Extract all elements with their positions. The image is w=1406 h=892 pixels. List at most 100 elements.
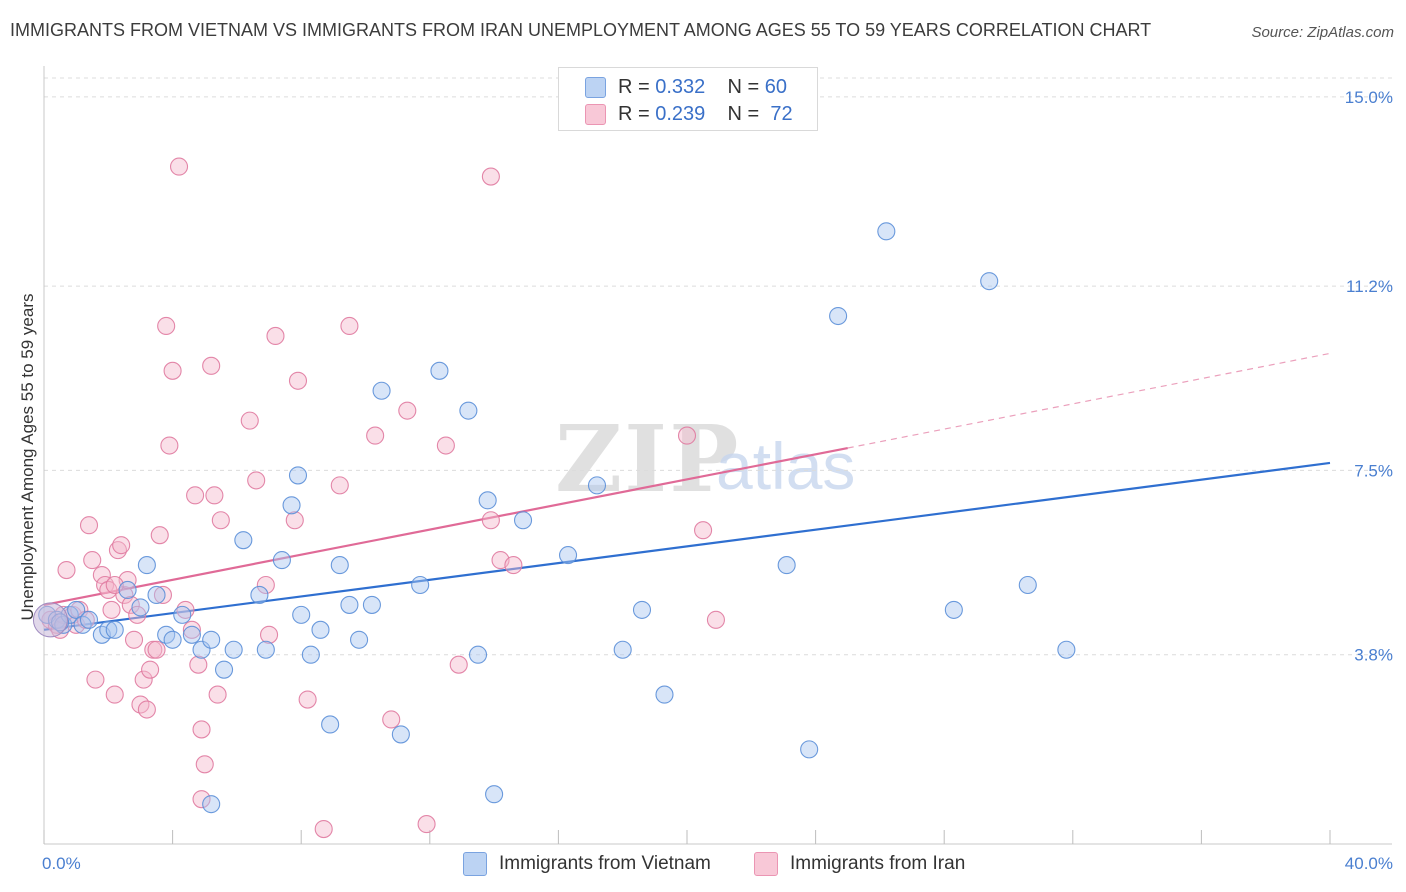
trend-lines	[43, 352, 1331, 631]
y-tick-label: 11.2%	[1346, 277, 1393, 296]
iran-point	[83, 551, 102, 570]
vietnam-point	[459, 401, 478, 420]
iran-point	[157, 316, 176, 336]
vietnam-point	[350, 630, 369, 649]
vietnam-point	[79, 610, 99, 629]
vietnam-point	[777, 556, 796, 575]
chart-title: IMMIGRANTS FROM VIETNAM VS IMMIGRANTS FR…	[10, 20, 1152, 40]
y-tick-label: 7.5%	[1354, 461, 1393, 480]
vietnam-point	[485, 785, 504, 804]
iran-point	[79, 516, 99, 535]
iran-point	[398, 401, 417, 420]
iran-point	[105, 685, 124, 704]
iran-point	[298, 690, 317, 709]
iran-point	[147, 640, 166, 659]
y-tick-label: 3.8%	[1354, 646, 1393, 665]
iran-point	[240, 411, 259, 430]
vietnam-point	[391, 725, 410, 744]
iran-point	[202, 356, 221, 375]
iran-point	[677, 426, 697, 445]
bottom-legend-iran: Immigrants from Iran	[754, 851, 965, 877]
iran-point	[150, 526, 169, 545]
vietnam-point	[163, 630, 182, 649]
iran-point	[208, 685, 227, 704]
iran-point	[169, 157, 189, 176]
bottom-legend-vietnam: Immigrants from Vietnam	[463, 851, 711, 877]
vietnam-point	[137, 556, 156, 575]
iran-point	[436, 436, 455, 455]
iran-point	[205, 486, 224, 505]
legend-r-value: 0.332	[655, 75, 706, 98]
vietnam-point	[105, 620, 124, 639]
vietnam-point	[131, 598, 150, 617]
iran-point	[160, 436, 179, 455]
vietnam-point	[202, 795, 221, 814]
vietnam-point	[655, 685, 674, 704]
vietnam-point	[877, 222, 896, 241]
vietnam-point	[67, 600, 86, 619]
legend-row-iran: R = 0.239 N = 72	[585, 101, 793, 127]
iran-point	[382, 710, 401, 729]
vietnam-point	[330, 556, 349, 575]
vietnam-point	[321, 715, 340, 734]
legend-r-label: R =	[618, 102, 650, 125]
iran-point	[176, 600, 195, 619]
iran-trend-line	[43, 446, 848, 606]
vietnam-point	[118, 580, 137, 600]
watermark-atlas: atlas	[716, 429, 856, 503]
gridlines	[44, 77, 1392, 656]
vietnam-point	[411, 575, 430, 595]
vietnam-point	[311, 620, 330, 639]
bottom-legend-swatch-iran	[754, 852, 778, 876]
iran-point	[115, 585, 134, 605]
vietnam-point	[1018, 575, 1037, 595]
vietnam-trend-line	[43, 461, 1331, 631]
vietnam-point	[613, 640, 632, 659]
iran-point	[481, 167, 500, 186]
iran-point	[706, 610, 725, 629]
vietnam-point	[256, 640, 275, 659]
iran-point	[92, 565, 111, 585]
data-points	[32, 157, 1076, 839]
vietnam-point	[1057, 640, 1076, 659]
iran-point	[211, 511, 230, 530]
vietnam-point	[234, 531, 253, 550]
axes	[43, 66, 1392, 845]
iran-point	[192, 720, 211, 739]
legend-swatch-iran	[585, 103, 606, 125]
iran-point	[57, 561, 76, 580]
iran-point	[182, 620, 201, 639]
tick-labels: 3.8% 7.5% 11.2% 15.0% 0.0% 40.0%	[42, 88, 1393, 873]
vietnam-point	[632, 600, 652, 619]
iran-point	[256, 575, 275, 595]
vietnam-point	[173, 605, 192, 624]
vietnam-point	[430, 361, 449, 380]
legend-row-vietnam: R = 0.332 N = 60	[585, 74, 787, 100]
vietnam-point	[99, 620, 118, 639]
vietnam-point	[288, 466, 308, 485]
iran-point	[102, 600, 121, 619]
vietnam-point	[214, 660, 234, 679]
legend-n-value: 72	[770, 102, 793, 125]
x-tick-label-right: 40.0%	[1345, 854, 1393, 873]
iran-point	[417, 815, 436, 834]
vietnam-point	[829, 306, 848, 326]
legend-swatch-vietnam	[585, 76, 606, 98]
iran-trend-extension	[847, 352, 1331, 449]
vietnam-point	[340, 595, 359, 614]
iran-point	[504, 556, 523, 575]
vietnam-point	[372, 381, 391, 400]
vietnam-point	[192, 640, 211, 659]
legend-r-value: 0.239	[655, 102, 706, 125]
iran-point	[137, 700, 156, 719]
iran-point	[259, 625, 279, 644]
iran-point	[366, 426, 385, 445]
bottom-legend-label-vietnam: Immigrants from Vietnam	[499, 853, 711, 874]
vietnam-point	[944, 600, 963, 619]
vietnam-point	[478, 491, 497, 510]
legend-n-value: 60	[764, 75, 788, 98]
vietnam-point	[292, 605, 311, 624]
iran-point	[86, 670, 105, 689]
legend-r-label: R =	[618, 75, 650, 98]
